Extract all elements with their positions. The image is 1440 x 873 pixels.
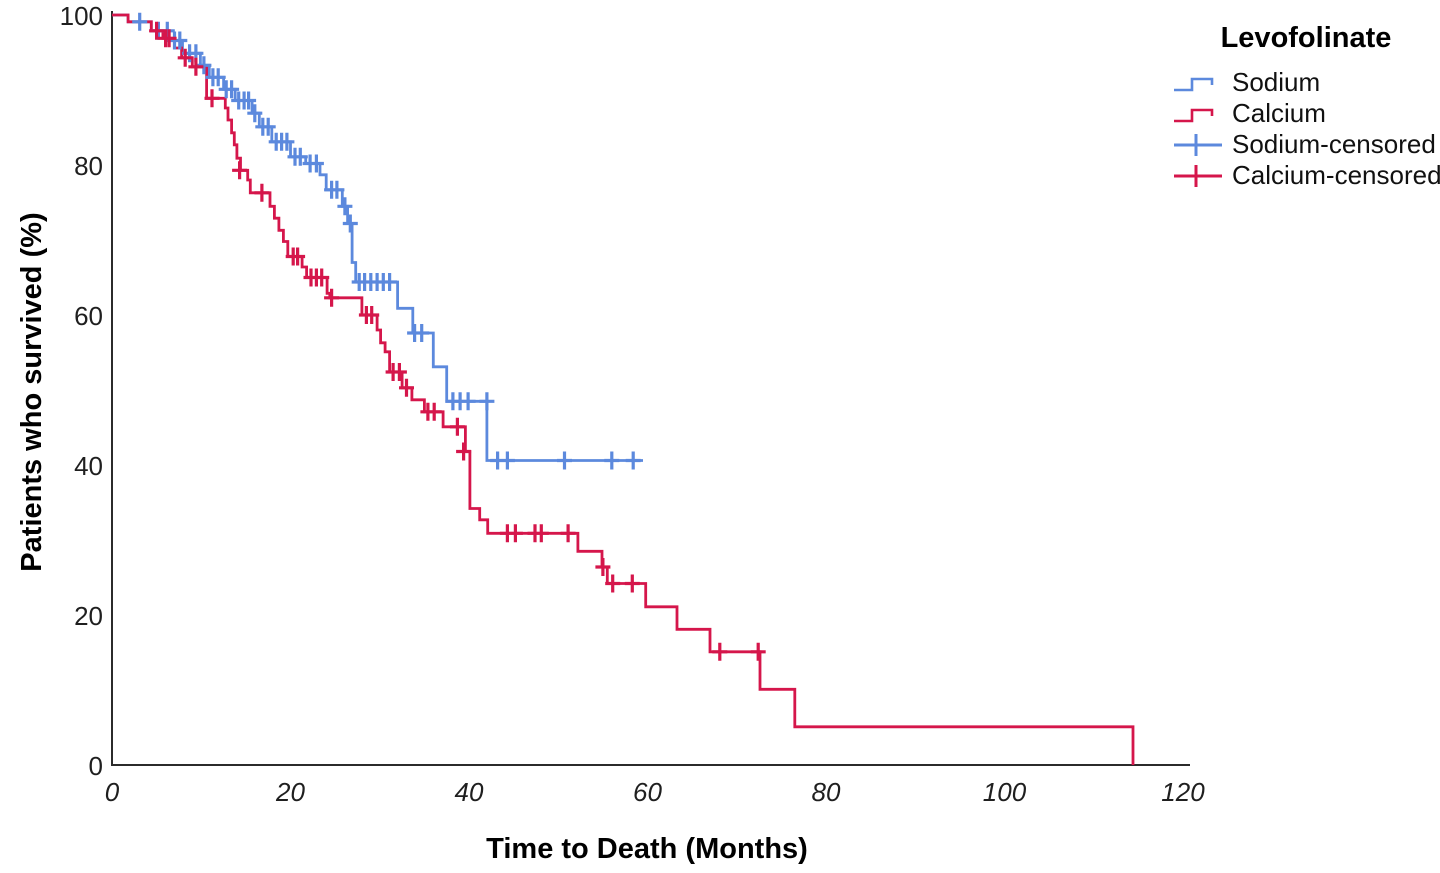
- x-axis-title: Time to Death (Months): [486, 833, 808, 865]
- x-tick-label: 40: [455, 777, 484, 807]
- legend: Levofolinate Sodium Calcium Sodium-censore…: [1172, 22, 1440, 191]
- x-tick-label: 100: [983, 777, 1027, 807]
- y-tick-label: 20: [74, 601, 103, 631]
- y-axis-title: Patients who survived (%): [16, 212, 48, 572]
- y-tick-label: 80: [74, 151, 103, 181]
- y-tick-label: 40: [74, 451, 103, 481]
- censored-mark-icon: [1174, 133, 1222, 156]
- legend-label: Sodium: [1232, 67, 1321, 97]
- step-line-icon: [1174, 77, 1214, 91]
- calcium-censored-marks: [149, 21, 766, 661]
- legend-item-calcium-censored: Calcium-censored: [1172, 160, 1440, 191]
- y-tick-label: 60: [74, 301, 103, 331]
- legend-item-sodium: Sodium: [1172, 67, 1440, 98]
- legend-label: Calcium-censored: [1232, 160, 1440, 190]
- calcium-curve: [112, 13, 1135, 765]
- sodium-curve: [112, 13, 643, 462]
- sodium-censored-marks: [132, 12, 641, 470]
- axis-lines: [111, 11, 1190, 766]
- legend-label: Calcium: [1232, 98, 1326, 128]
- x-tick-label: 20: [275, 777, 305, 807]
- x-tick-label: 0: [105, 777, 120, 807]
- x-tick-label: 120: [1161, 777, 1205, 807]
- y-tick-label: 0: [89, 751, 103, 781]
- x-tick-label: 60: [633, 777, 662, 807]
- legend-item-calcium: Calcium: [1172, 98, 1440, 129]
- legend-label: Sodium-censored: [1232, 129, 1436, 159]
- x-tick-label: 80: [812, 777, 841, 807]
- legend-entries: Sodium Calcium Sodium-censored Calcium-cens…: [1172, 67, 1440, 191]
- censored-mark-icon: [1174, 164, 1222, 187]
- y-tick-label: 100: [60, 1, 103, 31]
- legend-item-sodium-censored: Sodium-censored: [1172, 129, 1440, 160]
- step-line-icon: [1174, 108, 1214, 122]
- legend-title: Levofolinate: [1220, 22, 1392, 54]
